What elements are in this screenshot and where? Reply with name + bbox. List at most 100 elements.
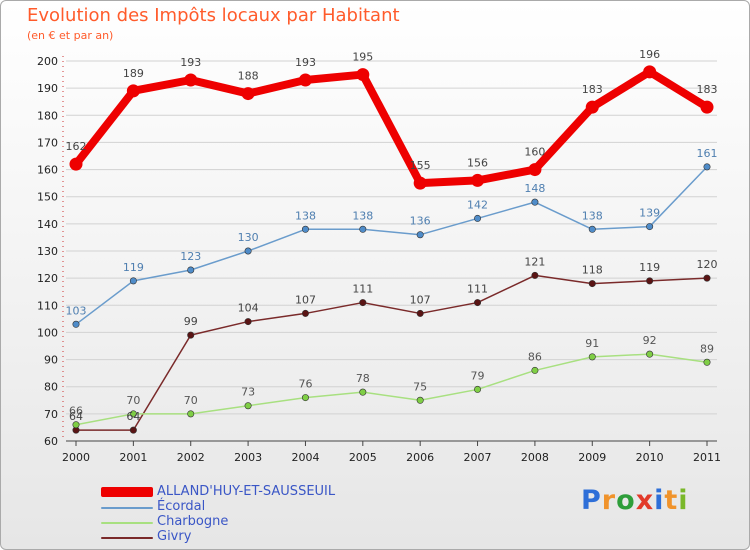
legend-swatch-ecordal: [101, 507, 153, 509]
point-ecordal-2002: [187, 266, 195, 274]
data-label-charbogne-2006: 75: [413, 380, 427, 393]
data-label-charbogne-2002: 70: [184, 394, 198, 407]
data-label-charbogne-2011: 89: [700, 342, 714, 355]
y-tick-label-130: 130: [37, 245, 58, 258]
legend-swatch-givry: [101, 537, 153, 539]
point-ecordal-2011: [703, 163, 711, 171]
point-givry-2001: [129, 426, 137, 434]
data-label-givry-2003: 104: [238, 302, 259, 315]
point-ecordal-2010: [646, 223, 654, 231]
point-ecordal-2001: [129, 277, 137, 285]
data-label-givry-2009: 118: [582, 264, 603, 277]
y-tick-label-90: 90: [44, 354, 58, 367]
point-charbogne-2006: [416, 396, 424, 404]
y-tick-label-180: 180: [37, 109, 58, 122]
y-tick-label-140: 140: [37, 218, 58, 231]
data-label-ecordal-2004: 138: [295, 209, 316, 222]
x-tick-label-2009: 2009: [578, 451, 606, 464]
point-ecordal-2009: [588, 225, 596, 233]
point-givry-2002: [187, 331, 195, 339]
x-tick-label-2007: 2007: [464, 451, 492, 464]
y-tick-label-200: 200: [37, 55, 58, 68]
point-givry-2007: [474, 299, 482, 307]
point-charbogne-2002: [187, 410, 195, 418]
data-label-givry-2011: 120: [697, 258, 718, 271]
point-charbogne-2009: [588, 353, 596, 361]
data-label-alland-huy-2002: 193: [180, 56, 201, 69]
point-alland-huy-2011: [700, 100, 714, 114]
point-charbogne-2008: [531, 366, 539, 374]
chart-subtitle: (en € et par an): [27, 29, 114, 42]
y-tick-label-170: 170: [37, 136, 58, 149]
data-label-givry-2001: 64: [126, 410, 140, 423]
data-label-ecordal-2006: 136: [410, 215, 431, 228]
data-label-alland-huy-2001: 189: [123, 67, 144, 80]
data-label-charbogne-2003: 73: [241, 386, 255, 399]
data-label-alland-huy-2009: 183: [582, 83, 603, 96]
data-label-givry-2006: 107: [410, 293, 431, 306]
brand-logo-letter: i: [678, 485, 689, 516]
point-alland-huy-2000: [69, 157, 83, 171]
point-ecordal-2003: [244, 247, 252, 255]
series-line-ecordal: [75, 166, 708, 325]
x-tick-label-2005: 2005: [349, 451, 377, 464]
data-label-charbogne-2000: 66: [69, 405, 83, 418]
point-givry-2004: [301, 309, 309, 317]
x-tick-label-2001: 2001: [119, 451, 147, 464]
x-tick-label-2006: 2006: [406, 451, 434, 464]
legend-label-alland-huy: ALLAND'HUY-ET-SAUSSEUIL: [157, 484, 336, 499]
point-charbogne-2001: [129, 410, 137, 418]
point-ecordal-2008: [531, 198, 539, 206]
data-label-charbogne-2005: 78: [356, 372, 370, 385]
data-label-ecordal-2008: 148: [524, 182, 545, 195]
legend-item-ecordal: Écordal: [101, 499, 421, 515]
point-givry-2011: [703, 274, 711, 282]
point-alland-huy-2010: [643, 65, 657, 79]
point-givry-2010: [646, 277, 654, 285]
data-label-charbogne-2001: 70: [126, 394, 140, 407]
point-alland-huy-2003: [241, 87, 255, 101]
legend-swatch-charbogne: [101, 522, 153, 524]
y-tick-label-70: 70: [44, 408, 58, 421]
brand-logo: Proxiti: [581, 485, 689, 516]
y-tick-label-60: 60: [44, 435, 58, 448]
data-label-alland-huy-2005: 195: [352, 51, 373, 64]
y-tick-label-190: 190: [37, 82, 58, 95]
y-tick-label-100: 100: [37, 326, 58, 339]
data-label-givry-2002: 99: [184, 315, 198, 328]
point-alland-huy-2004: [298, 73, 312, 87]
point-charbogne-2005: [359, 388, 367, 396]
legend-item-givry: Givry: [101, 529, 421, 545]
y-tick-label-160: 160: [37, 164, 58, 177]
point-charbogne-2010: [646, 350, 654, 358]
data-label-alland-huy-2010: 196: [639, 48, 660, 61]
legend-swatch-alland-huy: [101, 487, 153, 497]
point-charbogne-2004: [301, 394, 309, 402]
point-charbogne-2000: [72, 421, 80, 429]
point-ecordal-2006: [416, 231, 424, 239]
y-tick-label-150: 150: [37, 191, 58, 204]
legend-item-charbogne: Charbogne: [101, 514, 421, 530]
data-label-ecordal-2002: 123: [180, 250, 201, 263]
point-givry-2008: [531, 271, 539, 279]
x-tick-label-2010: 2010: [636, 451, 664, 464]
data-label-ecordal-2010: 139: [639, 207, 660, 220]
data-label-alland-huy-2011: 183: [697, 83, 718, 96]
point-alland-huy-2001: [126, 84, 140, 98]
point-alland-huy-2002: [184, 73, 198, 87]
brand-logo-letter: i: [654, 485, 665, 516]
legend-label-ecordal: Écordal: [157, 499, 206, 514]
data-label-alland-huy-2000: 162: [66, 140, 87, 153]
data-label-alland-huy-2006: 155: [410, 159, 431, 172]
legend-item-alland-huy: ALLAND'HUY-ET-SAUSSEUIL: [101, 484, 421, 500]
point-alland-huy-2008: [528, 163, 542, 177]
data-label-givry-2008: 121: [524, 255, 545, 268]
point-givry-2006: [416, 309, 424, 317]
chart-title: Evolution des Impôts locaux par Habitant: [27, 5, 400, 26]
x-tick-label-2000: 2000: [62, 451, 90, 464]
point-charbogne-2007: [474, 385, 482, 393]
point-ecordal-2000: [72, 320, 80, 328]
data-label-charbogne-2010: 92: [643, 334, 657, 347]
point-givry-2003: [244, 318, 252, 326]
point-ecordal-2005: [359, 225, 367, 233]
